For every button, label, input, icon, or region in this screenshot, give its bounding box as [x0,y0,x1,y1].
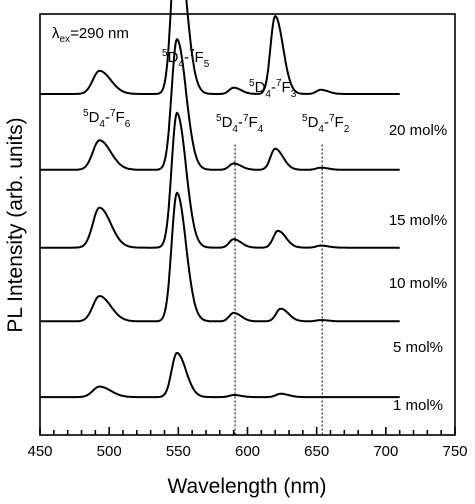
x-axis-title: Wavelength (nm) [167,475,326,498]
series-label-20mol: 20 mol% [389,122,447,139]
spectrum-15mol [40,38,400,171]
excitation-label: λex=290 nm [52,25,129,45]
series-label-15mol: 15 mol% [389,212,447,229]
transition-label-f6: 5D4-7F6 [83,108,131,130]
transition-label-f2: 5D4-7F2 [302,113,350,135]
y-axis-title: PL Intensity (arb. units) [4,117,27,332]
series-label-5mol: 5 mol% [393,339,443,356]
series-label-1mol: 1 mol% [393,397,443,414]
spectrum-1mol [40,351,400,399]
transition-label-f5: 5D4-7F5 [162,48,210,70]
x-tick-label-700: 700 [373,443,398,460]
spectrum-20mol [40,0,400,95]
spectrum-5mol [40,191,400,323]
x-tick-label-600: 600 [235,443,260,460]
x-tick-label-650: 650 [304,443,329,460]
series-label-10mol: 10 mol% [389,275,447,292]
spectrum-10mol [40,111,400,249]
x-tick-label-550: 550 [166,443,191,460]
x-tick-label-750: 750 [442,443,467,460]
x-tick-label-500: 500 [97,443,122,460]
x-tick-label-450: 450 [27,443,52,460]
transition-label-f4: 5D4-7F4 [216,113,264,135]
transition-label-f3: 5D4-7F3 [249,78,297,100]
